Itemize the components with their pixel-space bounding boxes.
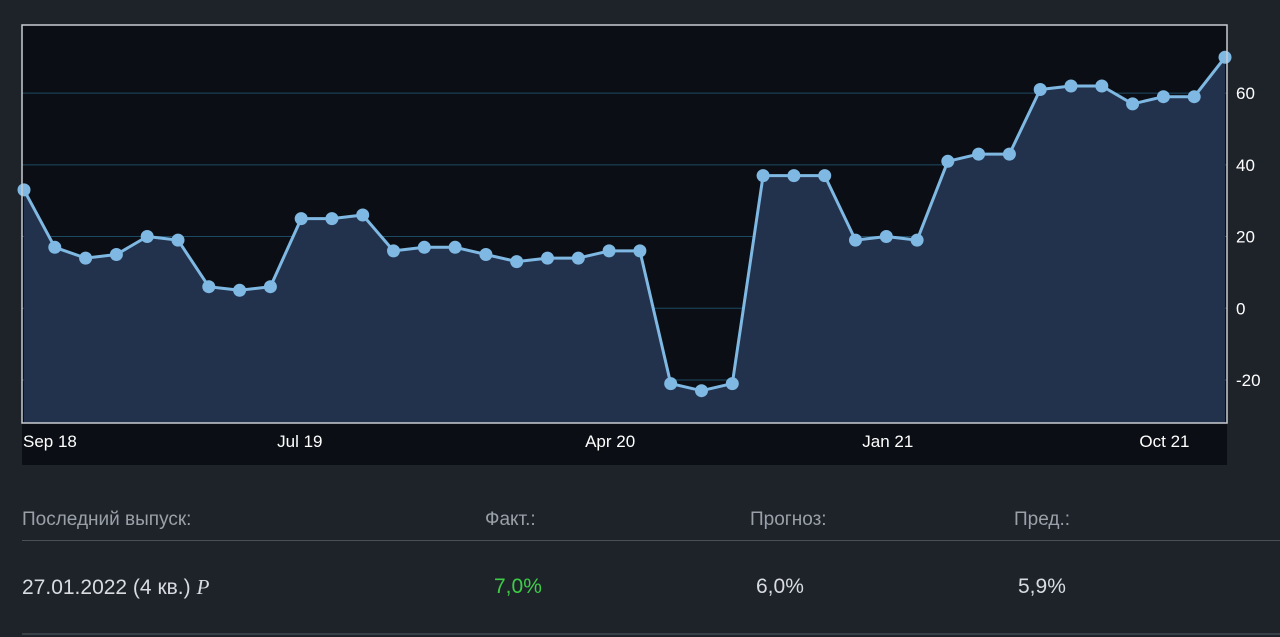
data-point [1095, 79, 1109, 93]
data-point [571, 251, 585, 265]
x-tick-label: Sep 18 [23, 432, 77, 451]
data-point [664, 377, 678, 391]
previous-header: Пред.: [1014, 509, 1071, 530]
data-point [387, 244, 400, 258]
data-point [910, 233, 924, 247]
data-point [695, 384, 708, 398]
data-point [1002, 147, 1016, 161]
area-fill [24, 57, 1225, 424]
y-tick-label: -20 [1236, 371, 1261, 390]
x-tick-label: Jul 19 [277, 432, 322, 451]
last-release-header: Последний выпуск: [22, 509, 192, 530]
plot-border [21, 24, 1228, 424]
data-point [417, 240, 431, 254]
data-point [1126, 97, 1140, 111]
data-point [1187, 90, 1201, 104]
y-tick-label: 0 [1236, 299, 1245, 318]
data-point [510, 255, 524, 269]
data-point [356, 208, 370, 222]
previous-value: 5,9% [1018, 575, 1066, 598]
stats-value-row: 27.01.2022 (4 кв.) P 7,0% 6,0% 5,9% [22, 541, 1280, 635]
x-tick-label: Apr 20 [585, 432, 635, 451]
data-point [448, 240, 462, 254]
data-point [756, 169, 770, 183]
y-tick-label: 60 [1236, 84, 1255, 103]
data-point [1064, 79, 1078, 93]
series-line [22, 56, 1227, 393]
forecast-value: 6,0% [756, 575, 804, 598]
data-point [1033, 83, 1047, 96]
data-point [602, 244, 616, 258]
data-point [17, 183, 31, 197]
y-tick-label: 20 [1236, 228, 1255, 247]
data-point [849, 233, 862, 247]
data-point [233, 283, 247, 297]
release-date-text: 27.01.2022 (4 кв.) [22, 576, 191, 599]
data-point [325, 212, 339, 226]
release-stats: Последний выпуск: Факт.: Прогноз: Пред.:… [22, 490, 1280, 635]
forecast-header: Прогноз: [750, 509, 827, 530]
preliminary-p-icon[interactable]: P [196, 575, 210, 599]
actual-header: Факт.: [485, 509, 536, 530]
data-point [818, 169, 832, 183]
data-point [541, 251, 554, 265]
data-point [79, 251, 93, 265]
chart: 60 40 20 0 -20 Sep 18 Jul 19 Apr 20 Jan 21 Oct 21 [17, 24, 1261, 465]
data-point [633, 244, 647, 258]
data-point [140, 230, 154, 243]
stats-header-row: Последний выпуск: Факт.: Прогноз: Пред.: [22, 490, 1280, 541]
x-tick-label: Jan 21 [862, 432, 913, 451]
data-point [48, 240, 62, 254]
data-point [1156, 90, 1170, 104]
y-tick-label: 40 [1236, 156, 1255, 175]
data-point [941, 154, 955, 168]
data-point [109, 248, 123, 261]
data-point [725, 377, 739, 391]
release-date: 27.01.2022 (4 кв.) P [22, 575, 209, 600]
data-point [171, 233, 185, 247]
data-point [294, 212, 308, 226]
data-point [202, 280, 216, 294]
actual-value: 7,0% [494, 575, 542, 598]
x-tick-label: Oct 21 [1139, 432, 1189, 451]
data-point [972, 147, 986, 161]
data-point [479, 248, 493, 261]
data-point [1218, 50, 1232, 64]
data-point [263, 280, 277, 294]
data-point [787, 169, 801, 183]
chart-svg: 60 40 20 0 -20 Sep 18 Jul 19 Apr 20 Jan 21 Oct 21 [17, 24, 1261, 465]
data-point [879, 230, 893, 243]
